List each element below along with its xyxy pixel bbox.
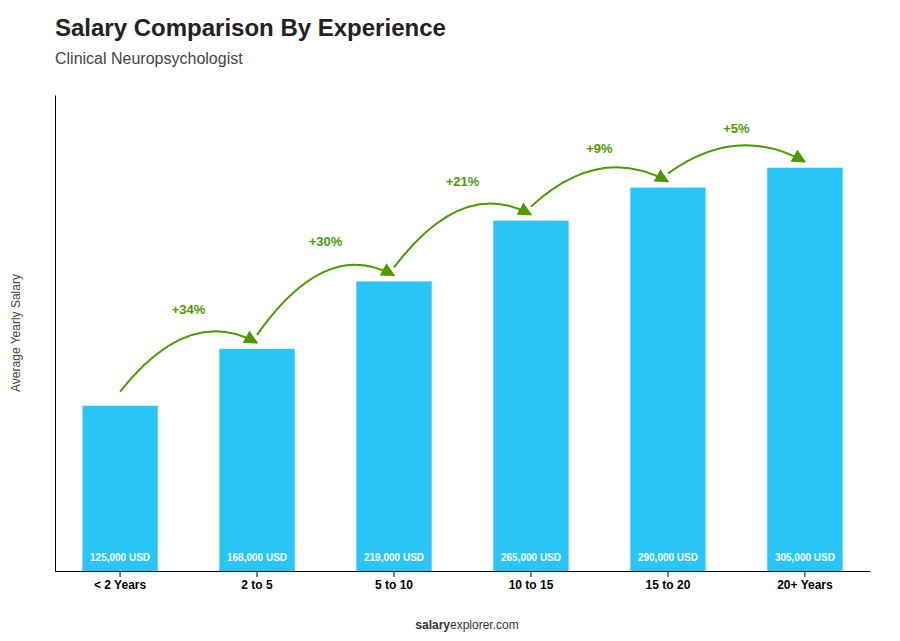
arrow (257, 265, 394, 335)
x-axis-line (56, 571, 871, 572)
annotation: +5% (723, 121, 750, 136)
annotation: +34% (172, 302, 206, 317)
bar (630, 188, 705, 571)
y-axis (55, 96, 56, 572)
y-axis-line (55, 96, 56, 572)
bars (82, 168, 842, 571)
bar (356, 281, 431, 571)
bar (82, 406, 157, 571)
x-tick: 15 to 20 (646, 571, 691, 592)
footer: salaryexplorer.com (415, 618, 518, 632)
x-tick-label: < 2 Years (94, 578, 146, 592)
data-label: 125,000 USD (90, 552, 150, 563)
x-tick: 5 to 10 (375, 571, 413, 592)
annotations: +34% +30% +21% +9% +5% (120, 121, 805, 392)
x-tick-label: 10 to 15 (509, 578, 554, 592)
footer-text: explorer.com (450, 618, 519, 632)
x-tick: 20+ Years (777, 571, 833, 592)
arrow (394, 203, 531, 267)
x-tick-label: 2 to 5 (241, 578, 273, 592)
y-axis-title: Average Yearly Salary (9, 274, 23, 392)
bar (767, 168, 842, 571)
annotation: +21% (446, 174, 480, 189)
x-tick-mark (394, 571, 395, 577)
bar (493, 221, 568, 571)
data-label: 168,000 USD (227, 552, 287, 563)
x-tick-mark (257, 571, 258, 577)
data-label: 305,000 USD (775, 552, 835, 563)
x-tick: 2 to 5 (241, 571, 273, 592)
title: Salary Comparison By Experience (55, 14, 446, 41)
data-labels: 125,000 USD 168,000 USD 219,000 USD 265,000… (90, 552, 835, 563)
bar (219, 349, 294, 571)
x-tick-label: 15 to 20 (646, 578, 691, 592)
plot: < 2 Years 2 to 5 5 to 10 10 to 15 15 to 20 20… (56, 96, 871, 592)
data-label: 290,000 USD (638, 552, 698, 563)
arrow (668, 145, 805, 173)
x-tick-label: 5 to 10 (375, 578, 413, 592)
x-tick: 10 to 15 (509, 571, 554, 592)
x-tick-mark (120, 571, 121, 577)
arrow (120, 331, 257, 391)
x-tick: < 2 Years (94, 571, 146, 592)
x-tick-mark (530, 571, 531, 577)
subtitle: Clinical Neuropsychologist (55, 50, 243, 67)
footer-text: salary (415, 618, 450, 632)
chart: Salary Comparison By Experience Clinical … (0, 0, 900, 641)
x-tick-mark (804, 571, 805, 577)
x-axis: < 2 Years 2 to 5 5 to 10 10 to 15 15 to 20 20… (56, 571, 871, 592)
arrow (531, 167, 668, 206)
annotation: +9% (586, 141, 613, 156)
x-tick-label: 20+ Years (777, 578, 833, 592)
annotation: +30% (309, 234, 343, 249)
data-label: 219,000 USD (364, 552, 424, 563)
data-label: 265,000 USD (501, 552, 561, 563)
x-tick-mark (667, 571, 668, 577)
